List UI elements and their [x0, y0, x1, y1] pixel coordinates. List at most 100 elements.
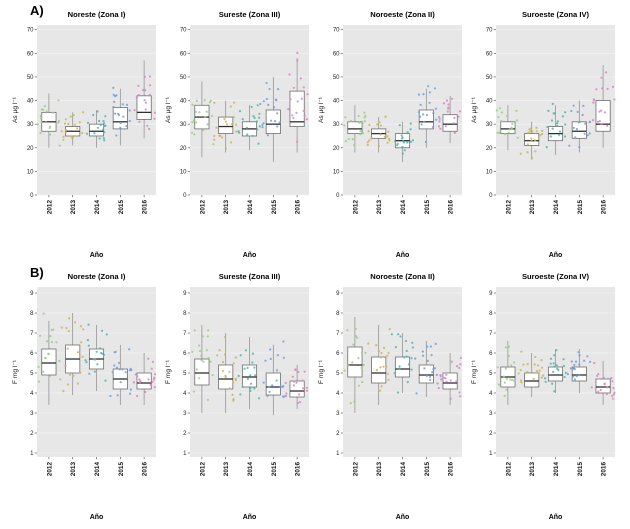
y-tick-label: 3 — [30, 411, 34, 417]
x-tick-label: 2014 — [400, 462, 407, 477]
panel-chart-svg: 0 10 20 30 40 50 60 70 Sureste (Zona III) As µg l… — [165, 10, 309, 259]
y-tick-label: 0 — [30, 193, 34, 199]
x-tick-label: 2016 — [448, 200, 455, 215]
x-tick-label: 2013 — [223, 462, 230, 477]
y-tick-label: 3 — [183, 411, 187, 417]
panel-title: Noreste (Zona I) — [68, 272, 126, 281]
y-tick-label: 10 — [333, 169, 340, 175]
y-tick-label: 9 — [30, 291, 34, 297]
y-tick-label: 8 — [30, 311, 34, 317]
y-tick-label: 6 — [183, 351, 187, 357]
y-tick-label: 4 — [30, 391, 34, 397]
y-tick-label: 10 — [27, 169, 34, 175]
y-tick-label: 0 — [489, 193, 493, 199]
x-tick-label: 2016 — [448, 462, 455, 477]
box — [547, 366, 564, 382]
row-label-b: B) — [30, 265, 44, 280]
y-tick-label: 2 — [336, 431, 340, 437]
y-tick-label: 3 — [489, 411, 493, 417]
row-label-a: A) — [30, 3, 44, 18]
y-tick-label: 0 — [183, 193, 187, 199]
x-tick-label: 2013 — [376, 462, 383, 477]
y-tick-label: 10 — [486, 169, 493, 175]
x-tick-label: 2012 — [352, 462, 359, 477]
y-tick-label: 40 — [333, 99, 340, 105]
panel-chart-svg: 0 10 20 30 40 50 60 70 Noroeste (Zona II) As µg l… — [318, 10, 462, 259]
box — [418, 109, 434, 130]
y-tick-label: 2 — [183, 431, 187, 437]
y-tick-label: 6 — [336, 351, 340, 357]
y-tick-label: 50 — [333, 75, 340, 81]
box — [571, 366, 587, 382]
y-tick-label: 30 — [180, 122, 187, 128]
x-tick-label: 2016 — [295, 200, 302, 215]
y-tick-label: 70 — [333, 28, 340, 34]
panels-row-b: 1 2 3 4 5 6 7 8 9 Noreste (Zona I) F mg l⁻¹ 2012 201… — [10, 264, 630, 528]
y-tick-label: 1 — [183, 451, 187, 457]
y-tick-label: 0 — [336, 193, 340, 199]
x-axis-label: Año — [243, 252, 257, 259]
y-tick-label: 7 — [30, 331, 34, 337]
y-tick-label: 7 — [336, 331, 340, 337]
x-tick-label: 2015 — [118, 462, 125, 477]
panel-chart-svg: 1 2 3 4 5 6 7 8 9 Noreste (Zona I) F mg l⁻¹ 2012 201… — [12, 272, 157, 521]
x-tick-label: 2014 — [94, 462, 101, 477]
box — [442, 114, 458, 132]
x-tick-label: 2016 — [142, 462, 149, 477]
y-tick-label: 50 — [27, 75, 34, 81]
y-tick-label: 9 — [183, 291, 187, 297]
panel-chart-svg: 1 2 3 4 5 6 7 8 9 Sureste (Zona III) F mg l⁻¹ 2012 2… — [165, 272, 309, 521]
y-tick-label: 30 — [486, 122, 493, 128]
x-tick-label: 2016 — [601, 462, 608, 477]
y-tick-label: 60 — [486, 51, 493, 57]
box — [500, 121, 516, 135]
boxplot-panel-a-3: 0 10 20 30 40 50 60 70 Noroeste (Zona II) As µg l… — [316, 5, 467, 266]
y-tick-label: 60 — [333, 51, 340, 57]
y-tick-label: 4 — [489, 391, 493, 397]
y-tick-label: 70 — [180, 28, 187, 34]
y-tick-label: 5 — [183, 371, 187, 377]
y-axis-label: As µg l⁻¹ — [471, 96, 478, 123]
box — [194, 358, 210, 386]
x-axis-label: Año — [549, 252, 563, 259]
y-tick-label: 50 — [180, 75, 187, 81]
box — [418, 364, 434, 384]
y-tick-label: 3 — [336, 411, 340, 417]
panel-background — [343, 25, 462, 195]
x-tick-label: 2015 — [424, 462, 431, 477]
y-tick-label: 5 — [30, 371, 34, 377]
x-tick-label: 2014 — [247, 462, 254, 477]
box — [41, 348, 57, 376]
x-tick-label: 2015 — [577, 200, 584, 215]
boxplot-panel-a-4: 0 10 20 30 40 50 60 70 Suroeste (Zona IV) As µg l… — [469, 5, 620, 266]
x-tick-label: 2012 — [199, 462, 206, 477]
boxplot-panel-b-1: 1 2 3 4 5 6 7 8 9 Noreste (Zona I) F mg l⁻¹ 2012 201… — [10, 267, 161, 528]
box — [371, 356, 387, 384]
y-tick-label: 60 — [180, 51, 187, 57]
x-tick-label: 2014 — [553, 462, 560, 477]
y-tick-label: 30 — [27, 122, 34, 128]
x-tick-label: 2014 — [94, 200, 101, 215]
panel-title: Suroeste (Zona IV) — [522, 10, 590, 19]
x-tick-label: 2012 — [199, 200, 206, 215]
x-tick-label: 2013 — [70, 200, 77, 215]
y-tick-label: 2 — [30, 431, 34, 437]
boxplot-panel-a-1: 0 10 20 30 40 50 60 70 Noreste (Zona I) As µg l⁻¹… — [10, 5, 161, 266]
y-tick-label: 4 — [336, 391, 340, 397]
x-tick-label: 2013 — [529, 462, 536, 477]
boxplot-panel-b-4: 1 2 3 4 5 6 7 8 9 Suroeste (Zona IV) F mg l⁻¹ 2012 2… — [469, 267, 620, 528]
boxplot-panel-a-2: 0 10 20 30 40 50 60 70 Sureste (Zona III) As µg l… — [163, 5, 314, 266]
y-tick-label: 6 — [489, 351, 493, 357]
panel-chart-svg: 1 2 3 4 5 6 7 8 9 Suroeste (Zona IV) F mg l⁻¹ 2012 2… — [471, 272, 616, 521]
y-axis-label: F mg l⁻¹ — [12, 359, 19, 384]
y-tick-label: 8 — [336, 311, 340, 317]
y-axis-label: As µg l⁻¹ — [318, 96, 325, 123]
box — [136, 372, 152, 390]
box — [218, 116, 234, 135]
y-tick-label: 1 — [30, 451, 34, 457]
x-tick-label: 2015 — [271, 200, 278, 215]
x-tick-label: 2013 — [529, 200, 536, 215]
y-tick-label: 7 — [183, 331, 187, 337]
panel-chart-svg: 0 10 20 30 40 50 60 70 Noreste (Zona I) As µg l⁻¹… — [12, 10, 156, 259]
